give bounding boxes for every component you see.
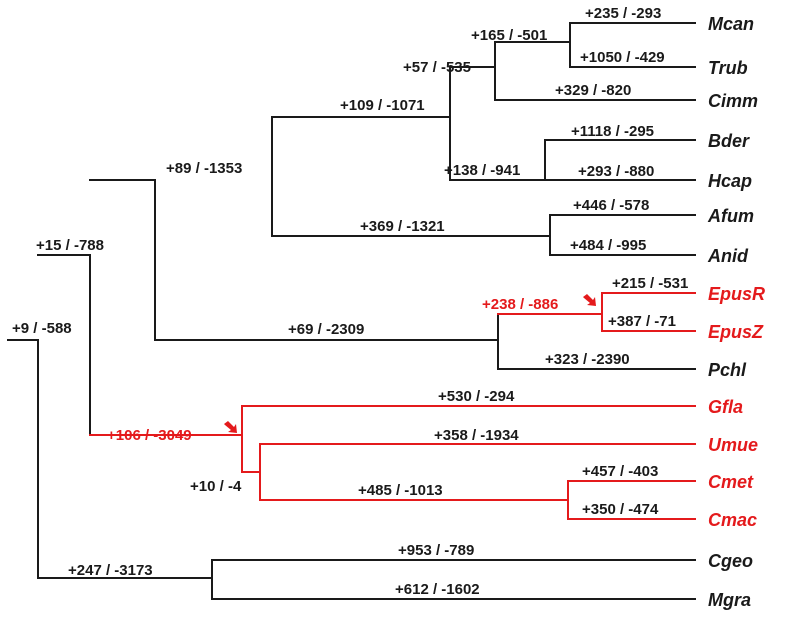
leaf-label-cimm: Cimm xyxy=(708,91,758,111)
arrow-icon xyxy=(583,294,596,306)
branch-label-afum: +446 / -578 xyxy=(573,197,649,214)
branch-label-ony: +57 / -535 xyxy=(403,59,471,76)
leaf-label-cmet: Cmet xyxy=(708,472,754,492)
leaf-label-epusr: EpusR xyxy=(708,284,765,304)
branch-label-mt: +165 / -501 xyxy=(471,27,547,44)
arrow-icon xyxy=(224,421,237,433)
branch-label-bigA: +15 / -788 xyxy=(36,237,104,254)
branch-label-cimm: +329 / -820 xyxy=(555,82,631,99)
branch-label-umue: +358 / -1934 xyxy=(434,427,519,444)
branch-label-pchl: +323 / -2390 xyxy=(545,351,630,368)
leaf-label-cmac: Cmac xyxy=(708,510,757,530)
leaf-label-mgra: Mgra xyxy=(708,590,751,610)
branch-label-eur: +109 / -1071 xyxy=(340,97,425,114)
branch-label-epus: +238 / -886 xyxy=(482,296,558,313)
branch-label-cgeo: +953 / -789 xyxy=(398,542,474,559)
leaf-label-epusz: EpusZ xyxy=(708,322,764,342)
branch-label-mcan: +235 / -293 xyxy=(585,5,661,22)
leaf-label-anid: Anid xyxy=(707,246,749,266)
branch-label-anid: +484 / -995 xyxy=(570,237,646,254)
branch-label-bh: +138 / -941 xyxy=(444,162,520,179)
branch-label-root: +9 / -588 xyxy=(12,320,72,337)
leaf-label-mcan: Mcan xyxy=(708,14,754,34)
leaf-label-hcap: Hcap xyxy=(708,171,752,191)
branch-label-aa: +369 / -1321 xyxy=(360,218,445,235)
leaf-label-pchl: Pchl xyxy=(708,360,747,380)
branch-label-trub: +1050 / -429 xyxy=(580,49,665,66)
branch-label-epusr: +215 / -531 xyxy=(612,275,688,292)
branch-label-cmac: +350 / -474 xyxy=(582,501,659,518)
branch-label-uc: +10 / -4 xyxy=(190,478,242,495)
branch-label-ep: +69 / -2309 xyxy=(288,321,364,338)
leaf-label-trub: Trub xyxy=(708,58,748,78)
branch-label-epusz: +387 / -71 xyxy=(608,313,676,330)
branch-label-cm: +247 / -3173 xyxy=(68,562,153,579)
branch-label-hcap: +293 / -880 xyxy=(578,163,654,180)
branch-label-cc: +485 / -1013 xyxy=(358,482,443,499)
branch-label-cmet: +457 / -403 xyxy=(582,463,658,480)
branch-label-bder: +1118 / -295 xyxy=(571,123,654,140)
leaf-label-gfla: Gfla xyxy=(708,397,743,417)
leaf-label-cgeo: Cgeo xyxy=(708,551,753,571)
branch-label-gfla: +530 / -294 xyxy=(438,388,515,405)
branch-label-main: +89 / -1353 xyxy=(166,160,242,177)
leaf-label-bder: Bder xyxy=(708,131,750,151)
leaf-label-umue: Umue xyxy=(708,435,758,455)
leaf-label-afum: Afum xyxy=(707,206,754,226)
branch-label-bas: +106 / -3049 xyxy=(107,427,192,444)
branch-label-mgra: +612 / -1602 xyxy=(395,581,480,598)
